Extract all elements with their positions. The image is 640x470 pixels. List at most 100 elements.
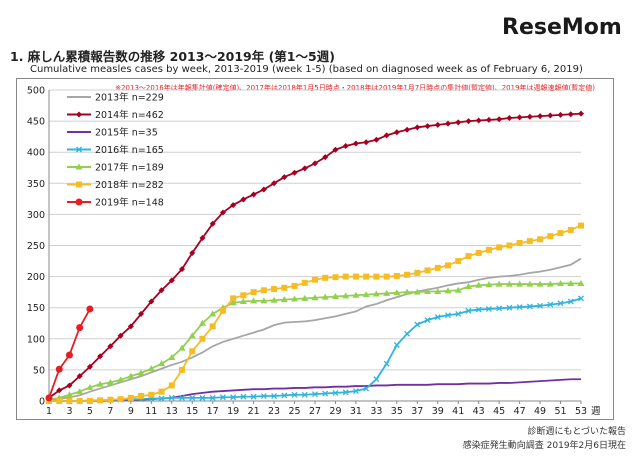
data-point: [168, 394, 175, 401]
data-point: [578, 110, 584, 117]
data-point: [557, 111, 564, 118]
data-point: [127, 323, 134, 330]
data-point: [117, 332, 124, 339]
data-point: [352, 140, 359, 147]
data-point: [342, 292, 350, 299]
data-point: [424, 267, 431, 274]
data-point: [557, 300, 564, 307]
data-point: [496, 244, 503, 251]
data-point: [536, 280, 544, 287]
x-tick-label: 35: [391, 406, 403, 417]
data-point: [414, 321, 421, 328]
y-tick-label: 250: [27, 241, 45, 252]
data-point: [271, 393, 278, 399]
legend-entry-0: 2013年 n=229: [67, 92, 164, 104]
resemom-logo: ReseMom: [502, 15, 622, 40]
footer-note-source: 感染症発生動向調査 2019年2月6日現在: [462, 441, 626, 451]
chart-frame: ※2013～2016年は年報集計値(確定値)、2017年は2018年1月5日時点…: [16, 78, 614, 420]
data-point: [117, 376, 125, 383]
data-point: [383, 289, 391, 296]
data-point: [209, 220, 216, 227]
data-point: [506, 114, 513, 121]
data-point: [434, 264, 441, 271]
legend-entry-1: 2014年 n=462: [67, 109, 164, 121]
x-tick-label: 19: [227, 406, 239, 417]
data-point: [76, 388, 84, 395]
data-point: [65, 391, 73, 398]
legend-label: 2013年 n=229: [95, 92, 164, 104]
legend-label: 2017年 n=189: [95, 162, 164, 174]
data-point: [189, 249, 196, 256]
data-point: [271, 286, 278, 293]
data-point: [250, 393, 257, 400]
data-point: [76, 181, 82, 188]
legend-entry-2: 2015年 n=35: [67, 127, 158, 139]
data-point: [229, 299, 237, 306]
data-point: [342, 142, 349, 149]
x-tick-label: 21: [248, 406, 260, 417]
x-tick-label: 53: [575, 406, 587, 417]
data-point: [301, 165, 308, 172]
x-tick-label: 45: [493, 406, 505, 417]
data-point: [475, 117, 482, 124]
data-point: [516, 240, 523, 247]
data-point: [434, 314, 441, 320]
data-point: [413, 288, 421, 295]
data-point: [158, 395, 165, 402]
data-point: [291, 282, 298, 289]
data-point: [291, 169, 298, 176]
series-layer: [45, 110, 585, 404]
data-point: [373, 273, 380, 280]
data-point: [322, 274, 329, 281]
data-point: [465, 253, 472, 260]
data-point: [444, 287, 452, 294]
data-point: [198, 319, 206, 326]
page-title: 1. 麻しん累積報告数の推移 2013～2019年 (第1～5週): [10, 49, 335, 64]
data-point: [230, 202, 237, 209]
data-point: [179, 394, 185, 401]
data-point: [65, 351, 73, 359]
data-point: [45, 394, 53, 402]
x-tick-label: 39: [432, 406, 444, 417]
x-tick-label: 11: [145, 406, 157, 417]
page-subtitle: Cumulative measles cases by week, 2013-2…: [30, 64, 583, 75]
data-point: [506, 304, 513, 311]
data-point: [260, 186, 267, 193]
footer-note-diagnosis: 診断週にもとづいた報告: [527, 427, 626, 437]
y-tick-label: 500: [27, 86, 45, 97]
x-tick-label: 49: [534, 406, 546, 417]
data-point: [219, 394, 226, 401]
data-point: [311, 294, 319, 301]
y-tick-label: 450: [27, 117, 45, 128]
data-point: [148, 391, 155, 398]
data-point: [393, 272, 400, 279]
data-point: [56, 398, 63, 404]
data-point: [342, 273, 349, 280]
x-tick-label: 47: [514, 406, 526, 417]
data-point: [148, 298, 155, 305]
data-point: [291, 295, 299, 302]
data-point: [138, 310, 145, 317]
legend-label: 2015年 n=35: [95, 127, 158, 139]
data-point: [117, 396, 124, 403]
data-point: [137, 369, 145, 376]
data-point: [363, 139, 370, 146]
data-point: [127, 372, 135, 379]
data-point: [363, 273, 370, 280]
data-point: [404, 330, 411, 337]
data-point: [567, 279, 575, 286]
x-tick-label: 37: [411, 406, 423, 417]
data-point: [567, 226, 574, 233]
y-tick-label: 100: [27, 334, 45, 345]
data-point: [332, 146, 339, 153]
data-point: [434, 288, 442, 295]
data-point: [199, 235, 206, 242]
data-point: [465, 307, 472, 314]
data-point: [383, 132, 390, 139]
data-point: [188, 332, 196, 339]
data-point: [516, 304, 523, 311]
data-point: [291, 391, 298, 398]
x-tick-label: 27: [309, 406, 321, 417]
data-point: [578, 295, 584, 302]
data-point: [76, 146, 82, 153]
